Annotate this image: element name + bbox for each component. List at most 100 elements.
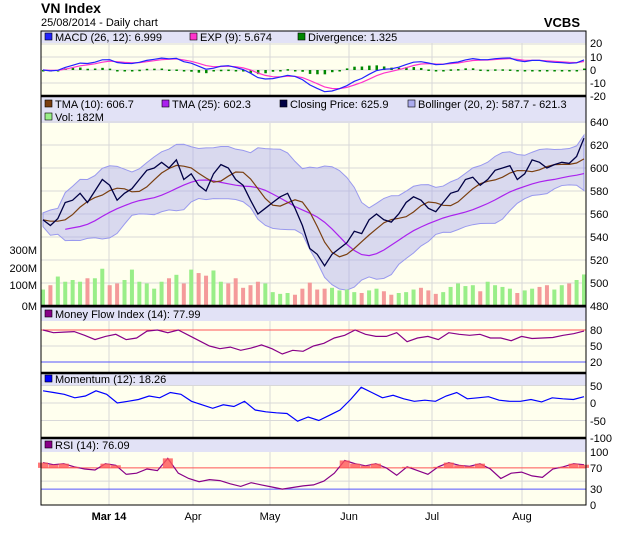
volume-bar [152,288,157,306]
divergence-bar [79,67,82,70]
volume-bar [55,276,60,306]
rsi-overbought-fill [464,466,475,468]
divergence-bar [101,67,104,70]
volume-bar [85,278,90,306]
x-axis-label: Aug [512,511,532,523]
volume-bar [292,294,297,306]
volume-bar [196,273,201,306]
rsi-axis-tick: 100 [590,447,608,459]
macd-legend-label: Divergence: 1.325 [308,32,397,44]
rsi-overbought-fill [579,464,589,468]
mfi-panel-legend-label: Money Flow Index (14): 77.99 [55,309,201,321]
rsi-overbought-fill [350,463,361,468]
volume-bar [404,292,409,306]
divergence-bar [71,67,75,70]
divergence-bar [457,69,460,71]
price-panel-legend-band [41,96,586,123]
rsi-overbought-fill [433,466,444,468]
price-axis-tick: 520 [590,255,608,267]
volume-bar [159,281,164,306]
divergence-bar [538,70,542,72]
divergence-bar [553,70,556,72]
price-legend-swatch-icon [161,99,170,108]
momentum-axis-tick: -100 [590,433,612,445]
volume-bar [330,287,335,306]
brand-label: VCBS [544,15,580,30]
price-legend-swatch-icon [44,99,53,108]
divergence-bar [471,68,475,70]
bollinger-band [42,133,585,291]
divergence-bar [419,67,423,70]
volume-bar [367,290,372,306]
volume-bar [507,288,512,306]
volume-bar [233,278,238,306]
volume-bar [374,288,379,306]
divergence-bar [368,65,371,70]
volume-bar [478,291,483,306]
divergence-bar [353,66,356,70]
macd-legend-swatch-icon [297,32,306,41]
rsi-overbought-fill [454,465,465,468]
rsi-overbought-fill [69,466,80,468]
volume-bar [322,288,327,306]
momentum-panel-legend-label: Momentum (12): 18.26 [55,374,166,386]
divergence-bar [197,70,201,73]
price-axis-tick: 640 [590,117,608,129]
volume-legend-label: Vol: 182M [55,112,104,124]
price-legend-label: Bollinger (20, 2): 587.7 - 621.3 [418,99,567,111]
volume-bar [344,289,349,306]
volume-bar [115,283,120,306]
macd-axis-tick: -20 [590,91,606,103]
divergence-bar [42,70,45,72]
momentum-panel-legend-swatch-icon [44,374,53,383]
volume-bar [166,278,171,306]
volume-bar [544,285,549,306]
mfi-panel-legend-band [41,307,586,321]
divergence-bar [116,70,119,72]
momentum-panel-legend-band [41,373,586,386]
divergence-bar [583,68,586,71]
volume-bar [352,292,357,306]
rsi-overbought-fill [162,458,173,468]
mfi-axis-tick: 20 [590,357,602,369]
divergence-bar [382,66,386,70]
volume-legend-swatch-icon [44,112,53,121]
volume-axis-tick: 0M [22,301,37,313]
divergence-bar [427,69,430,71]
volume-bar [300,288,305,306]
volume-bar [226,283,231,306]
macd-legend-label: MACD (26, 12): 6.999 [55,32,162,44]
divergence-bar [153,68,156,71]
volume-bar [92,278,97,306]
volume-bar [389,294,394,306]
divergence-bar [560,70,564,72]
volume-axis-tick: 300M [9,245,37,257]
divergence-bar [212,70,215,72]
divergence-bar [86,68,89,71]
volume-bar [493,285,498,306]
volume-bar [485,281,490,306]
divergence-bar [271,70,275,72]
rsi-overbought-fill [38,462,48,468]
x-axis-label: Mar 14 [92,511,128,523]
price-legend-label: Closing Price: 625.9 [290,99,388,111]
momentum-axis-tick: 50 [590,381,602,393]
divergence-bar [242,70,245,72]
rsi-overbought-fill [48,464,59,468]
volume-bar [278,293,283,306]
rsi-overbought-fill [339,460,350,468]
volume-bar [500,286,505,306]
macd-legend-swatch-icon [44,32,53,41]
volume-bar [559,285,564,306]
volume-bar [315,289,320,306]
volume-bar [463,286,468,306]
volume-bar [515,293,520,306]
rsi-overbought-fill [58,463,69,468]
price-legend-swatch-icon [407,99,416,108]
price-axis-tick: 600 [590,163,608,175]
divergence-bar [360,66,364,70]
chart-title: VN Index [41,0,101,16]
rsi-overbought-fill [110,465,121,468]
rsi-overbought-fill [474,463,485,468]
divergence-bar [256,70,260,75]
